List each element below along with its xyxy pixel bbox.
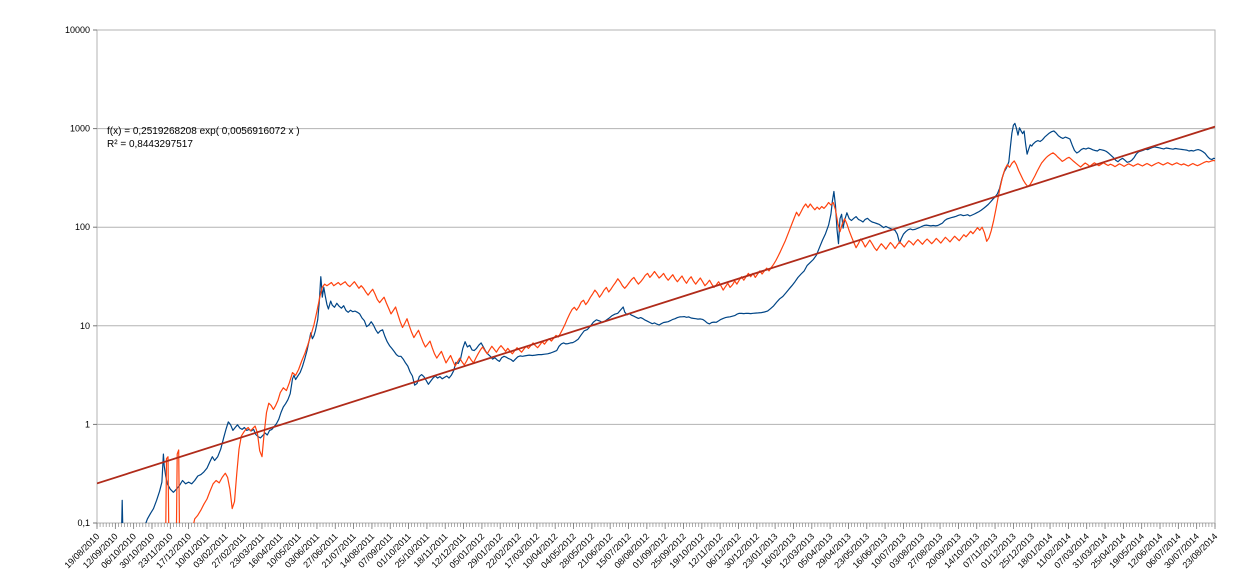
y-tick-label: 10000 bbox=[65, 25, 90, 35]
trendline-r-squared: R² = 0,8443297517 bbox=[107, 139, 193, 150]
x-minor-ticks bbox=[96, 523, 1216, 527]
y-tick-label: 1 bbox=[85, 419, 90, 429]
y-axis-labels: 10000 1000 100 10 1 0,1 bbox=[65, 25, 97, 528]
trendline-annotation: f(x) = 0,2519268208 exp( 0,0056916072 x … bbox=[107, 125, 300, 151]
exponential-trendline bbox=[97, 125, 1215, 485]
y-tick-label: 10 bbox=[80, 321, 90, 331]
plot-series bbox=[97, 122, 1215, 523]
series-blue bbox=[121, 122, 1215, 523]
plot-frame bbox=[96, 29, 1216, 524]
trendline-equation: f(x) = 0,2519268208 exp( 0,0056916072 x … bbox=[107, 126, 300, 137]
y-gridlines bbox=[97, 128, 1215, 425]
y-tick-label: 1000 bbox=[70, 124, 90, 134]
y-tick-label: 0,1 bbox=[77, 518, 90, 528]
y-tick-label: 100 bbox=[75, 222, 90, 232]
series-orange bbox=[165, 152, 1215, 523]
x-axis-labels: 19/08/201012/09/201006/10/201030/10/2010… bbox=[62, 523, 1219, 570]
